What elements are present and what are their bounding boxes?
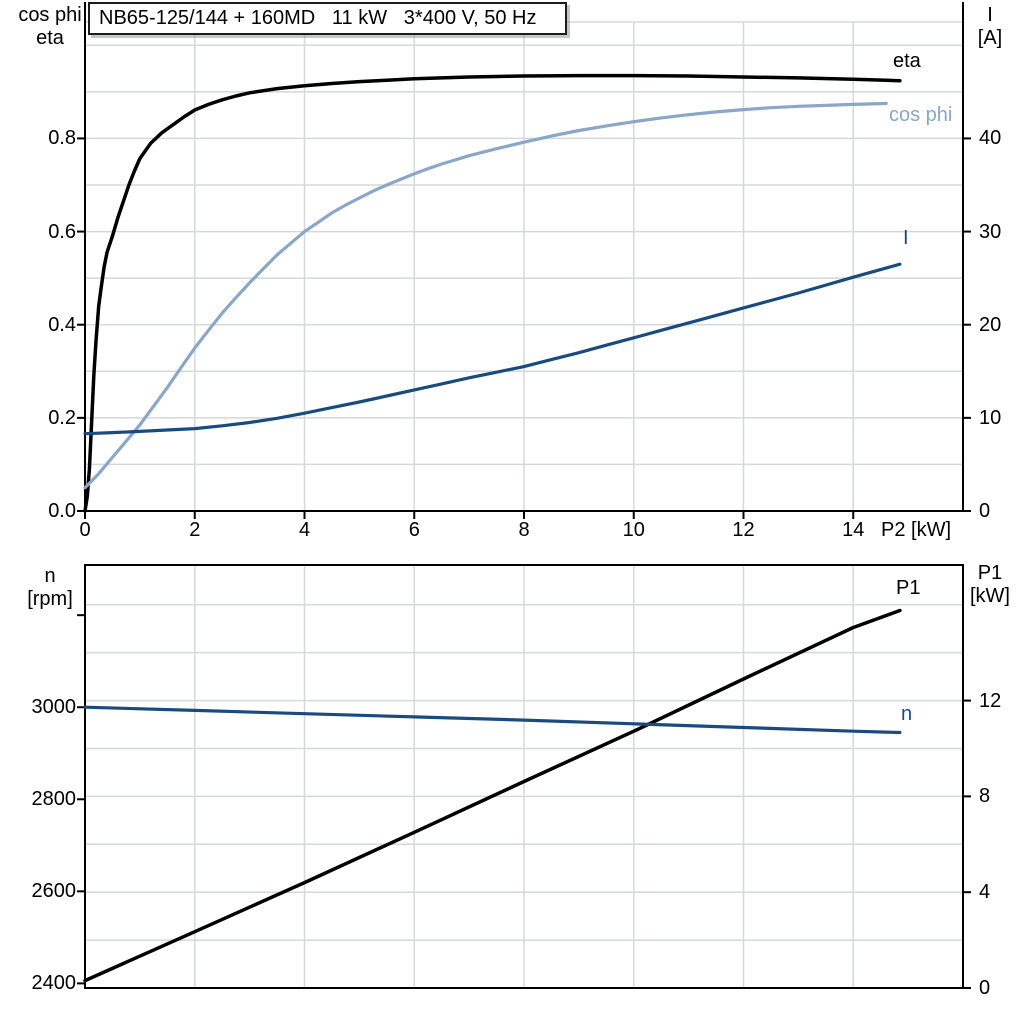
- left-axis-header-cos-phi: cos phi: [18, 4, 82, 26]
- eta-curve: [83, 73, 902, 513]
- left-axis-tick-label: 0.8: [48, 127, 76, 150]
- x-axis-tick-label: 10: [622, 519, 645, 541]
- top-chart-right-axis-header: I [A]: [962, 4, 1018, 50]
- chart-title: NB65-125/144 + 160MD 11 kW 3*400 V, 50 H…: [99, 7, 537, 29]
- n-curve: [83, 705, 902, 735]
- left-axis-tick-label: 2400: [31, 972, 77, 995]
- curve-label-I: I: [903, 227, 909, 249]
- left-axis-header-rpm-unit: [rpm]: [27, 588, 73, 610]
- I-curve: [83, 262, 902, 436]
- right-axis-header-ampere-unit: [A]: [977, 27, 1003, 49]
- right-axis-tick-label: 12: [979, 689, 1002, 712]
- right-axis-tick-label: 10: [979, 406, 1002, 429]
- x-axis-tick-label: 2: [189, 519, 201, 541]
- right-axis-header-current: I: [987, 4, 993, 26]
- curve-label-cos_phi: cos phi: [889, 104, 953, 126]
- left-axis-tick-label: 0.4: [48, 313, 76, 336]
- x-axis-tick-label: 12: [732, 519, 755, 541]
- x-axis-tick-label: 0: [79, 519, 91, 541]
- left-axis-header-eta: eta: [36, 27, 64, 49]
- right-axis-header-kw-unit: [kW]: [970, 585, 1010, 607]
- right-axis-tick-label: 0: [979, 500, 991, 522]
- left-axis-tick-label: 0.0: [48, 500, 76, 522]
- right-axis-tick-label: 0: [979, 977, 991, 999]
- right-axis-tick-label: 40: [979, 127, 1002, 150]
- curve-label-eta: eta: [893, 50, 921, 72]
- x-axis-tick-label: 14: [842, 519, 865, 541]
- left-axis-tick-label: 3000: [31, 696, 77, 719]
- bottom-chart-right-axis-header: P1 [kW]: [960, 562, 1020, 608]
- right-axis-tick-label: 30: [979, 220, 1002, 243]
- x-axis-tick-label: 8: [518, 519, 530, 541]
- cos_phi-curve: [83, 101, 888, 490]
- left-axis-tick-label: 0.6: [48, 220, 76, 243]
- right-axis-tick-label: 20: [979, 313, 1002, 336]
- bottom-chart-left-axis-header: n [rpm]: [10, 565, 90, 611]
- curve-label-n: n: [901, 703, 913, 725]
- left-axis-tick-label: 0.2: [48, 406, 76, 429]
- P1-curve: [83, 608, 902, 983]
- chart-title-box: NB65-125/144 + 160MD 11 kW 3*400 V, 50 H…: [88, 2, 567, 35]
- left-axis-tick-label: 2800: [31, 788, 77, 811]
- right-axis-tick-label: 8: [979, 785, 991, 808]
- left-axis-tick-label: 2600: [31, 880, 77, 903]
- left-axis-header-speed: n: [44, 565, 56, 587]
- x-axis-tick-label: 6: [408, 519, 420, 541]
- x-axis-tick-label: 4: [298, 519, 311, 541]
- x-axis-unit-label: P2 [kW]: [881, 519, 952, 541]
- right-axis-tick-label: 4: [979, 881, 991, 904]
- right-axis-header-p1: P1: [977, 562, 1003, 584]
- curve-label-P1: P1: [896, 577, 921, 599]
- top-chart-left-axis-header: cos phi eta: [10, 4, 90, 50]
